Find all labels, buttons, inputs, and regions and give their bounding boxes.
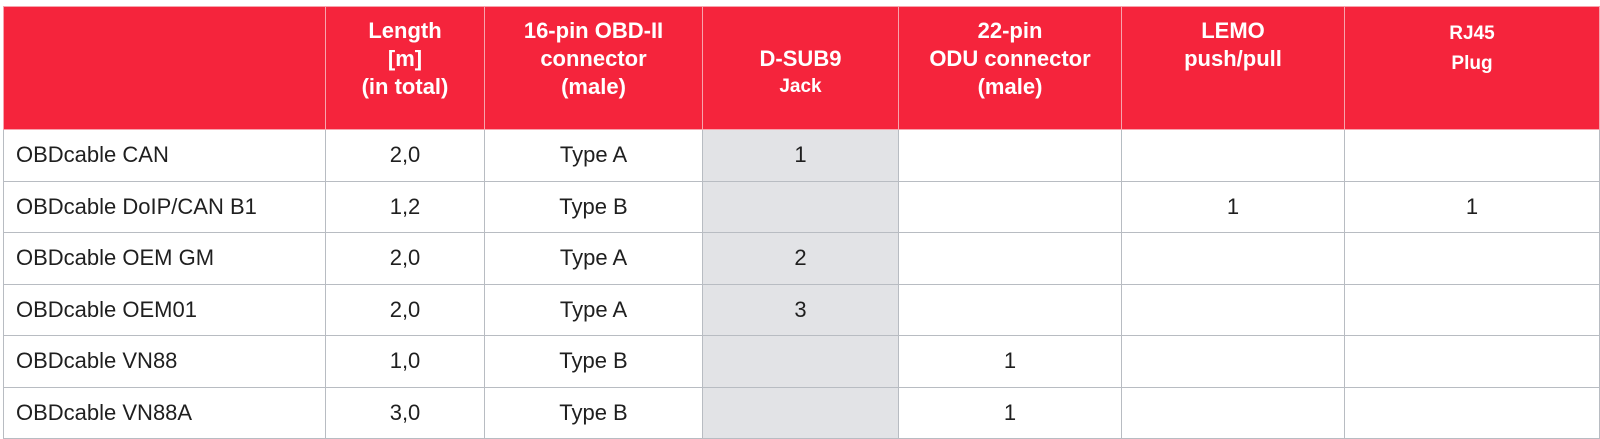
- cell-dsub9: [702, 386, 899, 439]
- cell-rj45: 1: [1344, 180, 1600, 233]
- cell-cable-name: OBDcable VN88: [3, 335, 326, 388]
- cell-dsub9: [702, 180, 899, 233]
- header-lemo: LEMO push/pull: [1121, 6, 1345, 130]
- cell-odu: 1: [898, 335, 1122, 388]
- header-dsub9: D-SUB9 Jack: [702, 6, 899, 130]
- cell-lemo: 1: [1121, 180, 1345, 233]
- cell-obd-type: Type A: [484, 283, 703, 336]
- header-odu-connector: 22-pin ODU connector (male): [898, 6, 1122, 130]
- table-row: OBDcable VN88A 3,0 Type B 1: [3, 386, 1600, 439]
- cell-rj45: [1344, 129, 1600, 182]
- cell-lemo: [1121, 129, 1345, 182]
- cell-length: 2,0: [325, 129, 485, 182]
- header-length: Length [m] (in total): [325, 6, 485, 130]
- table-row: OBDcable OEM GM 2,0 Type A 2: [3, 232, 1600, 285]
- header-obd-connector: 16-pin OBD-II connector (male): [484, 6, 703, 130]
- cell-rj45: [1344, 283, 1600, 336]
- cell-odu: [898, 283, 1122, 336]
- cell-cable-name: OBDcable OEM01: [3, 283, 326, 336]
- cell-dsub9: 1: [702, 129, 899, 182]
- cell-obd-type: Type A: [484, 232, 703, 285]
- cell-cable-name: OBDcable OEM GM: [3, 232, 326, 285]
- cell-lemo: [1121, 283, 1345, 336]
- cell-obd-type: Type A: [484, 129, 703, 182]
- table-row: OBDcable OEM01 2,0 Type A 3: [3, 283, 1600, 336]
- cell-rj45: [1344, 232, 1600, 285]
- cell-length: 3,0: [325, 386, 485, 439]
- cell-cable-name: OBDcable VN88A: [3, 386, 326, 439]
- table-row: OBDcable CAN 2,0 Type A 1: [3, 129, 1600, 182]
- cell-odu: [898, 180, 1122, 233]
- cell-lemo: [1121, 386, 1345, 439]
- cell-length: 2,0: [325, 283, 485, 336]
- cell-length: 1,2: [325, 180, 485, 233]
- header-cable-name: [3, 6, 326, 130]
- table-row: OBDcable VN88 1,0 Type B 1: [3, 335, 1600, 388]
- cell-obd-type: Type B: [484, 335, 703, 388]
- cell-cable-name: OBDcable CAN: [3, 129, 326, 182]
- header-dsub9-title: D-SUB9: [759, 46, 842, 71]
- cell-cable-name: OBDcable DoIP/CAN B1: [3, 180, 326, 233]
- cell-dsub9: 3: [702, 283, 899, 336]
- cell-dsub9: [702, 335, 899, 388]
- cell-length: 2,0: [325, 232, 485, 285]
- table-row: OBDcable DoIP/CAN B1 1,2 Type B 1 1: [3, 180, 1600, 233]
- cell-rj45: [1344, 386, 1600, 439]
- cell-odu: [898, 232, 1122, 285]
- cell-obd-type: Type B: [484, 386, 703, 439]
- cell-lemo: [1121, 232, 1345, 285]
- header-rj45: RJ45 Plug: [1344, 6, 1600, 130]
- header-dsub9-subtitle: Jack: [779, 76, 822, 97]
- connector-table-wrapper: Length [m] (in total) 16-pin OBD-II conn…: [3, 6, 1600, 439]
- cell-odu: 1: [898, 386, 1122, 439]
- table-header-row: Length [m] (in total) 16-pin OBD-II conn…: [3, 6, 1600, 130]
- cell-lemo: [1121, 335, 1345, 388]
- cell-rj45: [1344, 335, 1600, 388]
- cell-dsub9: 2: [702, 232, 899, 285]
- cell-odu: [898, 129, 1122, 182]
- cell-obd-type: Type B: [484, 180, 703, 233]
- cell-length: 1,0: [325, 335, 485, 388]
- cable-connector-table: Length [m] (in total) 16-pin OBD-II conn…: [3, 6, 1600, 439]
